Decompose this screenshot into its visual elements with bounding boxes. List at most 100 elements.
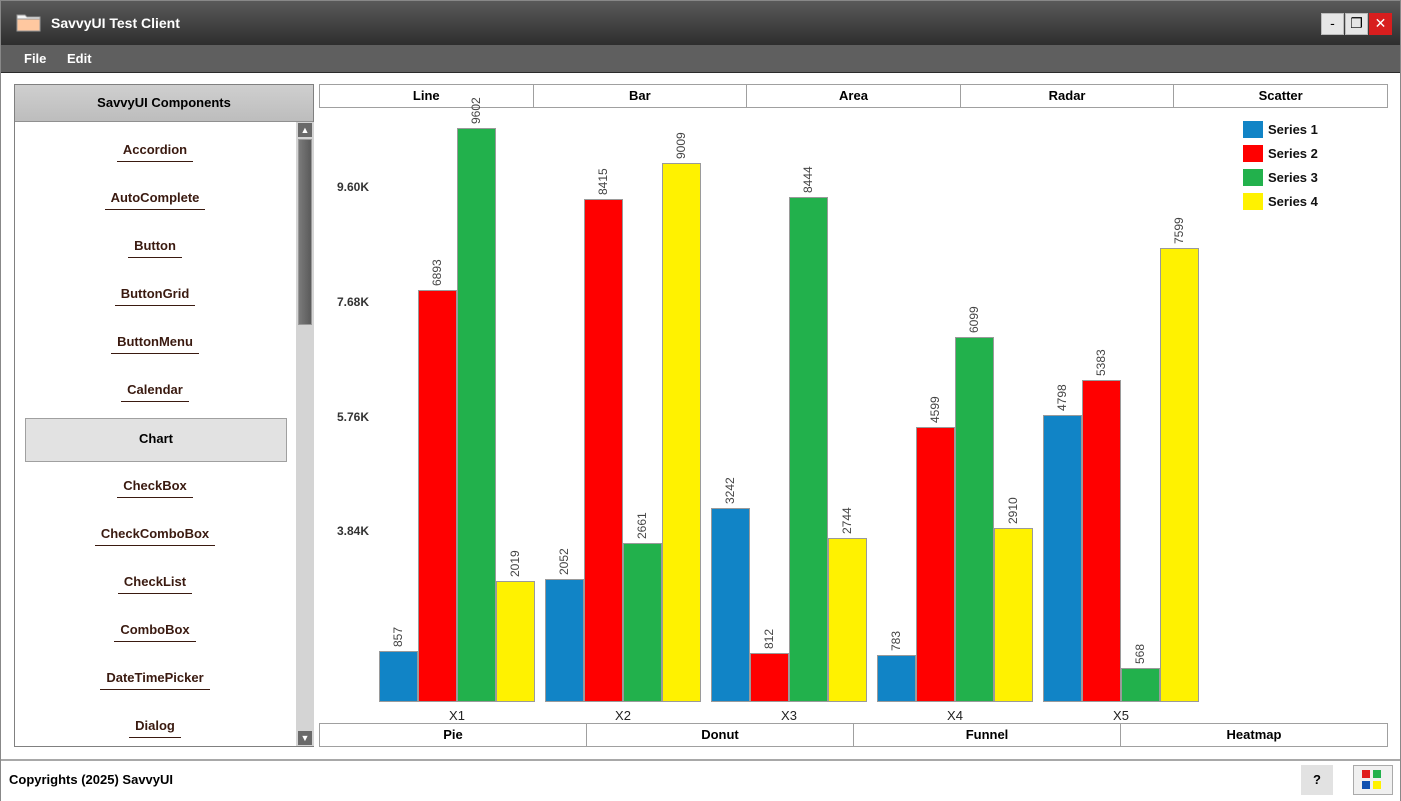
legend-item: Series 3 xyxy=(1243,165,1318,189)
minimize-button[interactable]: - xyxy=(1321,13,1344,35)
bar-chart: Series 1 Series 2 Series 3 Series 4 3.84… xyxy=(319,97,1388,723)
chart-bar[interactable] xyxy=(828,538,867,702)
chart-type-tabs-bottom: Pie Donut Funnel Heatmap xyxy=(319,723,1388,747)
bar-value-label: 812 xyxy=(762,628,776,649)
chart-bar[interactable] xyxy=(877,655,916,702)
sidebar-item-accordion[interactable]: Accordion xyxy=(15,142,295,168)
x-axis-label: X4 xyxy=(947,708,963,723)
bar-value-label: 7599 xyxy=(1172,217,1186,244)
bar-value-label: 4599 xyxy=(928,396,942,423)
bar-value-label: 6893 xyxy=(430,259,444,286)
sidebar-item-checkbox[interactable]: CheckBox xyxy=(15,478,295,504)
window-title: SavvyUI Test Client xyxy=(51,15,180,31)
copyright-text: Copyrights (2025) SavvyUI xyxy=(9,772,174,787)
sidebar-scrollbar[interactable]: ▲ ▼ xyxy=(296,122,314,746)
x-axis-label: X1 xyxy=(449,708,465,723)
sidebar-item-buttongrid[interactable]: ButtonGrid xyxy=(15,286,295,312)
scrollbar-thumb[interactable] xyxy=(298,139,312,325)
tab-scatter[interactable]: Scatter xyxy=(1258,88,1303,103)
chart-bar[interactable] xyxy=(545,579,584,702)
bar-value-label: 9009 xyxy=(674,132,688,159)
chart-bar[interactable] xyxy=(584,199,623,702)
chart-type-tabs-top: Line Bar Area Radar Scatter xyxy=(319,84,1388,108)
chart-bar[interactable] xyxy=(457,128,496,702)
sidebar-item-checkcombobox[interactable]: CheckComboBox xyxy=(15,526,295,552)
chart-bar[interactable] xyxy=(750,653,789,702)
bar-value-label: 2019 xyxy=(508,550,522,577)
legend-swatch xyxy=(1243,144,1263,162)
help-button[interactable]: ? xyxy=(1301,765,1333,795)
folder-icon xyxy=(16,14,41,32)
bar-value-label: 8444 xyxy=(801,166,815,193)
chart-bar[interactable] xyxy=(916,427,955,702)
chart-bar[interactable] xyxy=(496,581,535,702)
chart-bar[interactable] xyxy=(418,290,457,702)
x-axis-label: X2 xyxy=(615,708,631,723)
bar-value-label: 2744 xyxy=(840,507,854,534)
chart-bar[interactable] xyxy=(789,197,828,702)
sidebar-header: SavvyUI Components xyxy=(15,85,313,122)
tab-donut[interactable]: Donut xyxy=(587,724,854,746)
sidebar-item-combobox[interactable]: ComboBox xyxy=(15,622,295,648)
scroll-up-icon[interactable]: ▲ xyxy=(298,123,312,137)
chart-bar[interactable] xyxy=(711,508,750,702)
sidebar-item-buttonmenu[interactable]: ButtonMenu xyxy=(15,334,295,360)
tab-bar[interactable]: Bar xyxy=(534,85,748,107)
main-content: SavvyUI Components Accordion AutoComplet… xyxy=(1,73,1400,759)
chart-bar[interactable] xyxy=(1082,380,1121,702)
maximize-button[interactable]: ❐ xyxy=(1345,13,1368,35)
bar-value-label: 2052 xyxy=(557,548,571,575)
close-button[interactable]: ✕ xyxy=(1369,13,1392,35)
bar-value-label: 4798 xyxy=(1055,384,1069,411)
tab-pie[interactable]: Pie xyxy=(320,724,587,746)
title-bar[interactable]: SavvyUI Test Client - ❐ ✕ xyxy=(1,1,1400,45)
sidebar-item-chart[interactable]: Chart xyxy=(25,418,287,462)
sidebar-item-autocomplete[interactable]: AutoComplete xyxy=(15,190,295,216)
chart-bar[interactable] xyxy=(662,163,701,702)
menu-bar: File Edit xyxy=(1,45,1400,73)
legend-item: Series 1 xyxy=(1243,117,1318,141)
chart-bar[interactable] xyxy=(1160,248,1199,702)
menu-edit[interactable]: Edit xyxy=(67,51,92,66)
bar-value-label: 783 xyxy=(889,630,903,651)
status-footer: Copyrights (2025) SavvyUI ? xyxy=(1,759,1400,801)
tab-funnel[interactable]: Funnel xyxy=(854,724,1121,746)
y-axis-tick: 7.68K xyxy=(337,294,370,309)
bar-value-label: 3242 xyxy=(723,477,737,504)
chart-bar[interactable] xyxy=(623,543,662,702)
tab-heatmap[interactable]: Heatmap xyxy=(1226,727,1282,742)
chart-bar[interactable] xyxy=(1043,415,1082,702)
sidebar-item-datetimepicker[interactable]: DateTimePicker xyxy=(15,670,295,696)
sidebar-item-button[interactable]: Button xyxy=(15,238,295,264)
legend-item: Series 2 xyxy=(1243,141,1318,165)
scroll-down-icon[interactable]: ▼ xyxy=(298,731,312,745)
x-axis-label: X5 xyxy=(1113,708,1129,723)
component-list: Accordion AutoComplete Button ButtonGrid… xyxy=(15,122,295,746)
chart-legend: Series 1 Series 2 Series 3 Series 4 xyxy=(1243,117,1318,213)
bar-value-label: 8415 xyxy=(596,168,610,195)
chart-bar[interactable] xyxy=(994,528,1033,702)
x-axis-label: X3 xyxy=(781,708,797,723)
tab-line[interactable]: Line xyxy=(320,85,534,107)
tab-radar[interactable]: Radar xyxy=(961,85,1175,107)
bar-value-label: 5383 xyxy=(1094,349,1108,376)
tab-area[interactable]: Area xyxy=(747,85,961,107)
bar-value-label: 2910 xyxy=(1006,497,1020,524)
sidebar-item-calendar[interactable]: Calendar xyxy=(15,382,295,408)
chart-bar[interactable] xyxy=(1121,668,1160,702)
y-axis-tick: 3.84K xyxy=(337,524,370,539)
legend-swatch xyxy=(1243,120,1263,138)
sidebar-item-dialog[interactable]: Dialog xyxy=(15,718,295,744)
y-axis-tick: 5.76K xyxy=(337,409,370,424)
menu-file[interactable]: File xyxy=(24,51,47,66)
legend-item: Series 4 xyxy=(1243,189,1318,213)
sidebar-item-checklist[interactable]: CheckList xyxy=(15,574,295,600)
components-sidebar: SavvyUI Components Accordion AutoComplet… xyxy=(14,84,314,747)
chart-bar[interactable] xyxy=(955,337,994,702)
bar-value-label: 857 xyxy=(391,626,405,647)
bar-value-label: 2661 xyxy=(635,512,649,539)
chart-bar[interactable] xyxy=(379,651,418,702)
bar-value-label: 6099 xyxy=(967,306,981,333)
theme-palette-button[interactable] xyxy=(1353,765,1393,795)
